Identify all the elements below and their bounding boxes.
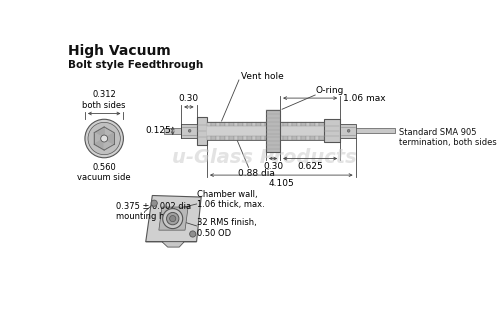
Text: 1.06 max: 1.06 max bbox=[344, 94, 386, 103]
Polygon shape bbox=[104, 127, 114, 139]
Text: O-ring: O-ring bbox=[316, 86, 344, 95]
Bar bbox=[292, 136, 296, 140]
Circle shape bbox=[188, 130, 191, 132]
Circle shape bbox=[151, 200, 158, 206]
Bar bbox=[296, 122, 301, 126]
Text: Chamber wall,
1.06 thick, max.: Chamber wall, 1.06 thick, max. bbox=[198, 190, 265, 209]
Text: 0.560
vacuum side: 0.560 vacuum side bbox=[78, 163, 131, 182]
Bar bbox=[248, 136, 252, 140]
Bar bbox=[306, 136, 310, 140]
Text: Standard SMA 905
termination, both sides: Standard SMA 905 termination, both sides bbox=[398, 128, 496, 148]
Text: High Vacuum: High Vacuum bbox=[68, 44, 171, 58]
Polygon shape bbox=[159, 207, 188, 230]
Bar bbox=[310, 136, 314, 140]
Bar bbox=[279, 136, 283, 140]
Bar bbox=[266, 122, 270, 126]
Bar bbox=[306, 122, 310, 126]
Text: 0.375 ± 0.002 dia
mounting hole: 0.375 ± 0.002 dia mounting hole bbox=[116, 202, 191, 221]
Bar bbox=[256, 122, 261, 126]
Bar bbox=[252, 122, 256, 126]
Text: 4.105: 4.105 bbox=[268, 179, 294, 188]
Bar bbox=[181, 124, 196, 138]
Bar bbox=[314, 136, 319, 140]
Bar bbox=[220, 136, 225, 140]
Bar bbox=[324, 119, 340, 143]
Text: 0.625: 0.625 bbox=[298, 163, 323, 171]
Text: Bolt style Feedthrough: Bolt style Feedthrough bbox=[68, 60, 203, 70]
Bar bbox=[216, 136, 220, 140]
Bar bbox=[261, 122, 266, 126]
Bar bbox=[256, 136, 261, 140]
Text: 32 RMS finish,
0.50 OD: 32 RMS finish, 0.50 OD bbox=[198, 218, 257, 237]
Bar bbox=[207, 126, 324, 136]
Circle shape bbox=[162, 208, 182, 229]
Bar bbox=[164, 128, 181, 134]
Bar bbox=[283, 122, 288, 126]
Bar bbox=[266, 110, 280, 152]
Bar bbox=[230, 136, 234, 140]
Text: 0.312
both sides: 0.312 both sides bbox=[82, 90, 126, 110]
Bar bbox=[356, 128, 395, 133]
Bar bbox=[319, 122, 324, 126]
Bar bbox=[220, 122, 225, 126]
Bar bbox=[319, 136, 324, 140]
Bar bbox=[196, 117, 207, 145]
Bar bbox=[207, 122, 212, 126]
Bar bbox=[296, 136, 301, 140]
Bar bbox=[243, 136, 248, 140]
Bar bbox=[238, 136, 243, 140]
Polygon shape bbox=[104, 133, 114, 144]
Bar bbox=[252, 136, 256, 140]
Circle shape bbox=[348, 130, 350, 132]
Circle shape bbox=[100, 135, 107, 142]
Bar bbox=[266, 136, 270, 140]
Bar bbox=[225, 122, 230, 126]
Text: 0.125: 0.125 bbox=[145, 126, 171, 135]
Bar bbox=[288, 122, 292, 126]
Bar bbox=[207, 136, 212, 140]
Text: Vent hole: Vent hole bbox=[241, 72, 284, 81]
Bar bbox=[225, 136, 230, 140]
Bar bbox=[234, 136, 238, 140]
Bar bbox=[274, 136, 279, 140]
Circle shape bbox=[170, 215, 176, 222]
Bar bbox=[270, 136, 274, 140]
Polygon shape bbox=[104, 139, 114, 150]
Polygon shape bbox=[146, 195, 201, 242]
Bar bbox=[301, 136, 306, 140]
Bar bbox=[261, 136, 266, 140]
Text: 0.30: 0.30 bbox=[263, 163, 283, 171]
Text: 0.30: 0.30 bbox=[179, 95, 199, 104]
Bar bbox=[238, 122, 243, 126]
Bar bbox=[243, 122, 248, 126]
Bar bbox=[279, 122, 283, 126]
Bar bbox=[248, 122, 252, 126]
Bar bbox=[212, 122, 216, 126]
Circle shape bbox=[88, 122, 120, 155]
Polygon shape bbox=[94, 127, 114, 150]
Bar bbox=[216, 122, 220, 126]
Bar bbox=[274, 122, 279, 126]
Bar bbox=[314, 122, 319, 126]
Polygon shape bbox=[94, 139, 104, 150]
Bar bbox=[212, 136, 216, 140]
Bar bbox=[301, 122, 306, 126]
Bar bbox=[340, 124, 355, 138]
Circle shape bbox=[190, 231, 196, 237]
Bar bbox=[288, 136, 292, 140]
Bar bbox=[270, 122, 274, 126]
Text: 0.88 dia: 0.88 dia bbox=[238, 168, 275, 177]
Bar bbox=[292, 122, 296, 126]
Polygon shape bbox=[94, 133, 104, 144]
Bar bbox=[230, 122, 234, 126]
Text: u-Glass Products: u-Glass Products bbox=[172, 148, 356, 167]
Circle shape bbox=[85, 119, 124, 158]
Circle shape bbox=[166, 212, 179, 225]
Bar bbox=[283, 136, 288, 140]
Bar bbox=[234, 122, 238, 126]
Polygon shape bbox=[146, 242, 196, 247]
Bar bbox=[310, 122, 314, 126]
Polygon shape bbox=[94, 127, 104, 139]
